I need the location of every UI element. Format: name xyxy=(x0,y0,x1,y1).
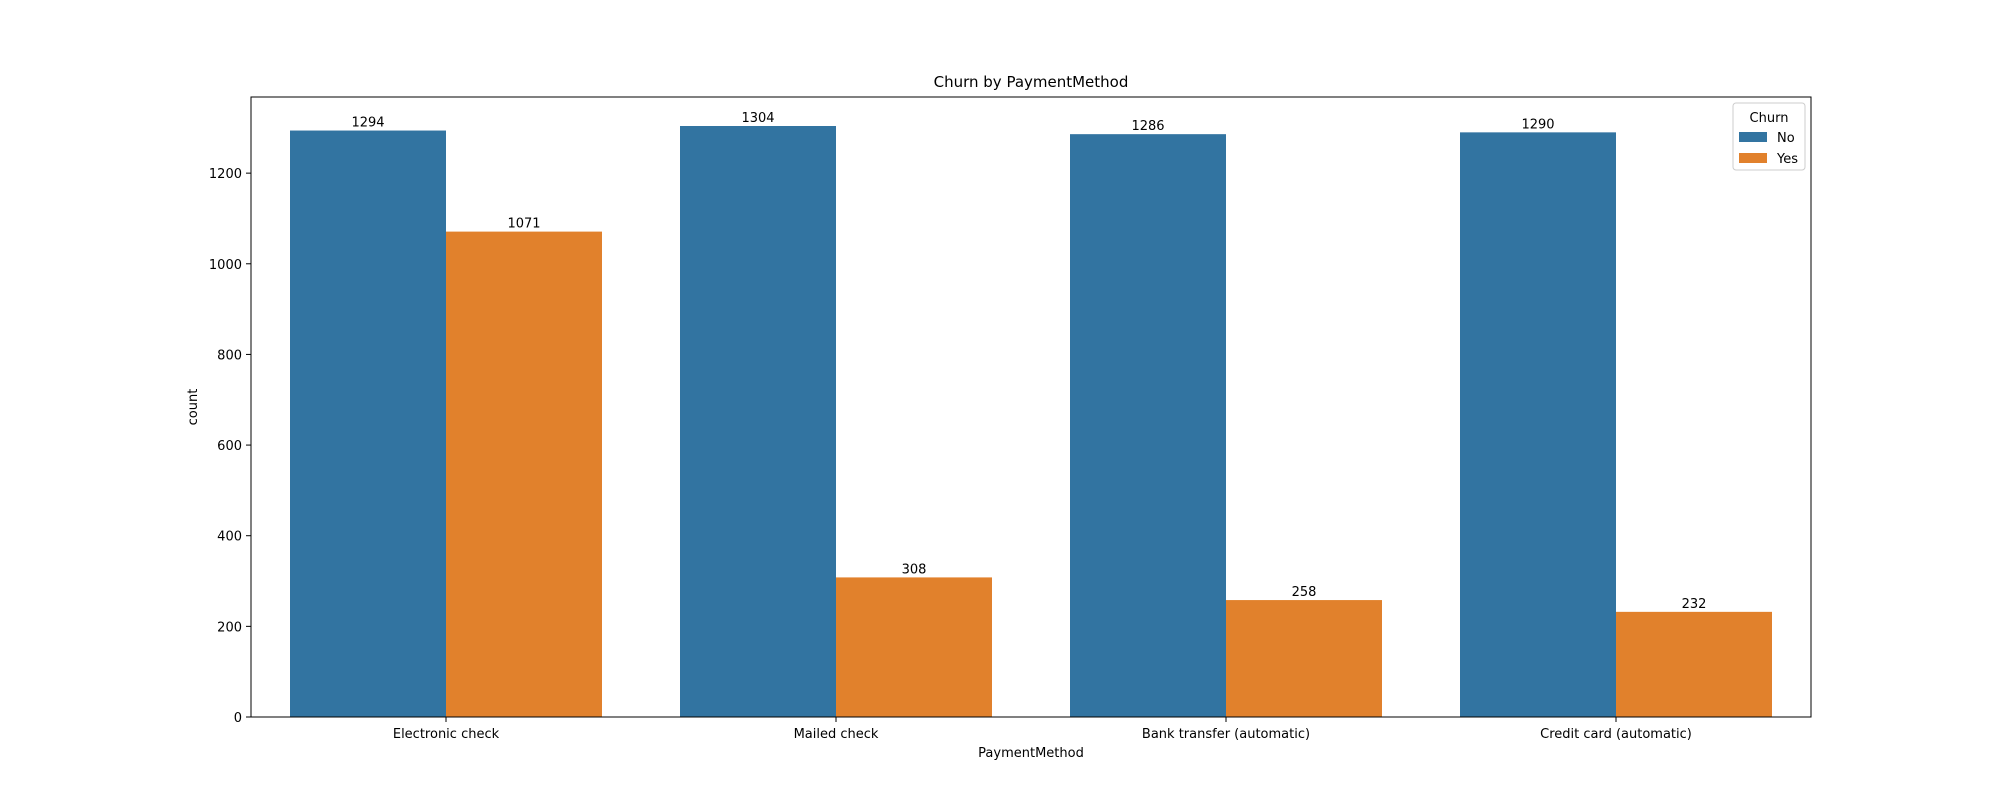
data-label-credit-card-automatic-yes: 232 xyxy=(1682,597,1707,612)
plot-frame xyxy=(250,96,1812,718)
y-tick-label: 800 xyxy=(217,348,242,363)
legend-label-no: No xyxy=(1777,131,1795,146)
chart-title: Churn by PaymentMethod xyxy=(934,73,1129,91)
bar-electronic-check-no xyxy=(290,130,446,717)
data-label-mailed-check-yes: 308 xyxy=(902,562,927,577)
x-tick-label: Mailed check xyxy=(794,727,879,742)
x-tick-label: Credit card (automatic) xyxy=(1540,727,1692,742)
y-axis: 0 200 400 600 800 1000 1200 xyxy=(209,167,251,726)
y-tick-label: 200 xyxy=(217,620,242,635)
data-label-mailed-check-no: 1304 xyxy=(741,111,774,126)
legend-swatch-yes xyxy=(1739,153,1767,163)
legend-label-yes: Yes xyxy=(1776,152,1798,167)
bar-credit-card-automatic-yes xyxy=(1616,611,1772,717)
y-tick-label: 1000 xyxy=(209,258,242,273)
legend: Churn No Yes xyxy=(1732,102,1806,171)
bar-bank-transfer-automatic-no xyxy=(1070,134,1226,717)
y-axis-label: count xyxy=(186,389,201,426)
bar-credit-card-automatic-no xyxy=(1460,132,1616,717)
y-tick-label: 1200 xyxy=(209,167,242,182)
bar-electronic-check-yes xyxy=(446,231,602,717)
y-tick-label: 0 xyxy=(234,711,242,726)
x-axis: Electronic check Mailed check Bank transfe… xyxy=(393,717,1692,742)
legend-title: Churn xyxy=(1750,111,1789,126)
bar-mailed-check-no xyxy=(680,126,836,717)
data-label-bank-transfer-automatic-yes: 258 xyxy=(1292,585,1317,600)
data-label-electronic-check-no: 1294 xyxy=(351,116,384,131)
y-tick-label: 600 xyxy=(217,439,242,454)
data-label-electronic-check-yes: 1071 xyxy=(507,217,540,232)
bar-mailed-check-yes xyxy=(836,577,992,717)
bar-bank-transfer-automatic-yes xyxy=(1226,600,1382,717)
x-tick-label: Bank transfer (automatic) xyxy=(1142,727,1310,742)
y-tick-label: 400 xyxy=(217,530,242,545)
bars-layer xyxy=(290,126,1772,717)
x-tick-label: Electronic check xyxy=(393,727,500,742)
data-label-credit-card-automatic-no: 1290 xyxy=(1521,117,1554,132)
data-label-bank-transfer-automatic-no: 1286 xyxy=(1131,119,1164,134)
legend-swatch-no xyxy=(1739,132,1767,142)
data-labels-layer: 1294 1071 1304 308 1286 258 1290 232 xyxy=(351,111,1706,612)
x-axis-label: PaymentMethod xyxy=(978,746,1084,761)
